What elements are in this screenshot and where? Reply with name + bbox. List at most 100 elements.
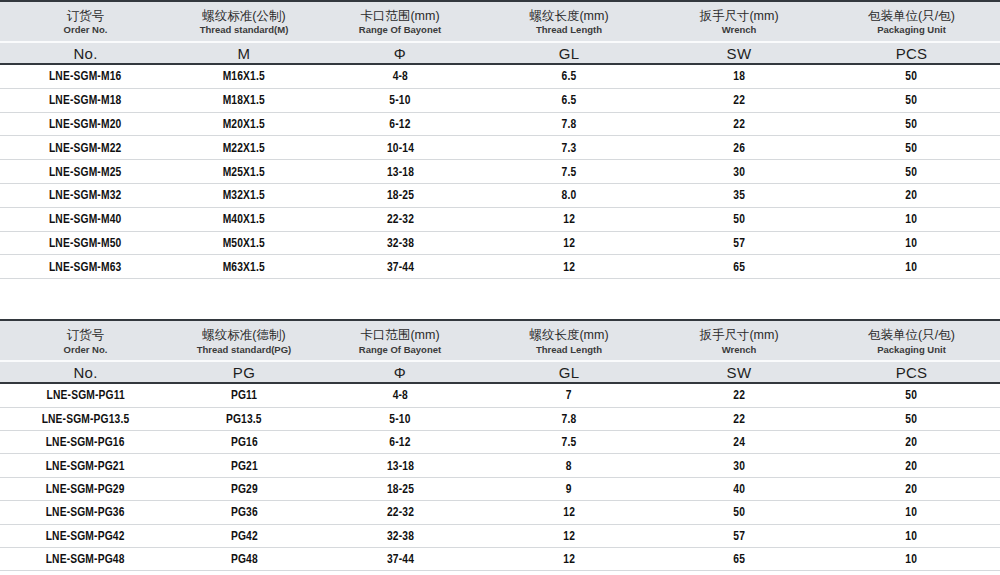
cell-value: 22 <box>733 388 745 402</box>
cell-value: 20 <box>906 459 918 473</box>
table-cell: 6.5 <box>483 69 655 83</box>
table-cell: 57 <box>655 236 823 250</box>
table-cell: 50 <box>823 412 1000 426</box>
cell-value: M22X1.5 <box>223 141 265 155</box>
cell-value: 8 <box>566 459 572 473</box>
cell-value: 50 <box>906 141 918 155</box>
table-cell: 65 <box>655 260 823 274</box>
table-cell: 30 <box>655 459 823 473</box>
table-cell: 10 <box>823 212 1000 226</box>
cell-value: 7.3 <box>562 141 577 155</box>
cell-value: 50 <box>906 117 918 131</box>
cell-value: LNE-SGM-M32 <box>49 188 121 202</box>
column-header: 包装单位(只/包)Packaging Unit <box>823 9 1000 37</box>
cell-value: 18-25 <box>386 188 413 202</box>
cell-value: 65 <box>733 260 745 274</box>
table-cell: LNE-SGM-PG29 <box>0 482 171 496</box>
column-symbol: No. <box>0 45 171 62</box>
table-cell: 9 <box>483 482 655 496</box>
cell-value: LNE-SGM-M20 <box>49 117 121 131</box>
header-symbols: No.PGΦGLSWPCS <box>0 360 1000 382</box>
cell-value: 20 <box>906 435 918 449</box>
table-row: LNE-SGM-PG29PG2918-2594020 <box>0 478 1000 501</box>
table-cell: 10 <box>823 529 1000 543</box>
table-cell: 8.0 <box>483 188 655 202</box>
cell-value: 50 <box>906 165 918 179</box>
table-row: LNE-SGM-M22M22X1.510-147.32650 <box>0 136 1000 160</box>
table-cell: 50 <box>823 388 1000 402</box>
table-cell: 37-44 <box>317 260 483 274</box>
column-label-zh: 螺纹标准(公制) <box>171 9 317 25</box>
cell-value: 12 <box>563 236 575 250</box>
table-cell: 12 <box>483 529 655 543</box>
table-cell: 12 <box>483 212 655 226</box>
table-row: LNE-SGM-M16M16X1.54-86.51850 <box>0 65 1000 89</box>
table-cell: 50 <box>655 505 823 519</box>
cell-value: 10 <box>906 552 918 566</box>
table-cell: LNE-SGM-PG42 <box>0 529 171 543</box>
column-label-zh: 订货号 <box>0 9 171 25</box>
column-label-zh: 螺纹长度(mm) <box>483 328 655 344</box>
column-header: 订货号Order No. <box>0 328 171 356</box>
table-cell: PG29 <box>171 482 317 496</box>
cell-value: M18X1.5 <box>223 93 265 107</box>
table-row: LNE-SGM-M40M40X1.522-32125010 <box>0 208 1000 232</box>
cell-value: LNE-SGM-PG13.5 <box>42 412 130 426</box>
column-symbol: Φ <box>317 364 483 381</box>
column-label-zh: 卡口范围(mm) <box>317 9 483 25</box>
column-symbol: PG <box>171 364 317 381</box>
cell-value: PG36 <box>231 505 258 519</box>
column-label-zh: 包装单位(只/包) <box>823 9 1000 25</box>
table-cell: 20 <box>823 459 1000 473</box>
table-cell: 35 <box>655 188 823 202</box>
column-label-en: Order No. <box>0 24 171 36</box>
table-cell: M18X1.5 <box>171 93 317 107</box>
catalog-spec-page: 订货号Order No.螺纹标准(公制)Thread standard(M)卡口… <box>0 0 1000 571</box>
column-label-en: Order No. <box>0 344 171 356</box>
table-cell: 22-32 <box>317 505 483 519</box>
table-cell: LNE-SGM-M50 <box>0 236 171 250</box>
column-label-zh: 螺纹标准(德制) <box>171 328 317 344</box>
cell-value: 7.8 <box>562 117 577 131</box>
cell-value: M32X1.5 <box>223 188 265 202</box>
column-header: 卡口范围(mm)Range Of Bayonet <box>317 9 483 37</box>
cell-value: 22 <box>733 93 745 107</box>
table-cell: 10-14 <box>317 141 483 155</box>
column-header: 螺纹标准(德制)Thread standard(PG) <box>171 328 317 356</box>
column-label-zh: 螺纹长度(mm) <box>483 9 655 25</box>
header-labels: 订货号Order No.螺纹标准(德制)Thread standard(PG)卡… <box>0 321 1000 360</box>
cell-value: 10 <box>906 212 918 226</box>
table-cell: 65 <box>655 552 823 566</box>
table-cell: 5-10 <box>317 412 483 426</box>
table-row: LNE-SGM-PG36PG3622-32125010 <box>0 501 1000 524</box>
cell-value: 40 <box>733 482 745 496</box>
table-cell: 22 <box>655 93 823 107</box>
table-cell: LNE-SGM-M32 <box>0 188 171 202</box>
table-cell: 50 <box>823 93 1000 107</box>
cell-value: 22-32 <box>386 505 413 519</box>
table-cell: 7 <box>483 388 655 402</box>
cell-value: 32-38 <box>386 236 413 250</box>
table-row: LNE-SGM-PG11PG114-872250 <box>0 384 1000 407</box>
cell-value: 35 <box>733 188 745 202</box>
table-cell: 57 <box>655 529 823 543</box>
cell-value: LNE-SGM-M63 <box>49 260 121 274</box>
column-label-en: Range Of Bayonet <box>317 24 483 36</box>
pg-table-rows: LNE-SGM-PG11PG114-872250LNE-SGM-PG13.5PG… <box>0 384 1000 571</box>
cell-value: M16X1.5 <box>223 69 265 83</box>
cell-value: 50 <box>733 505 745 519</box>
table-cell: LNE-SGM-M25 <box>0 165 171 179</box>
cell-value: 6.5 <box>562 93 577 107</box>
table-cell: 7.8 <box>483 117 655 131</box>
column-label-en: Thread Length <box>483 344 655 356</box>
cell-value: LNE-SGM-M22 <box>49 141 121 155</box>
table-cell: 7.5 <box>483 165 655 179</box>
cell-value: 50 <box>906 412 918 426</box>
cell-value: 5-10 <box>389 93 410 107</box>
table-cell: 32-38 <box>317 529 483 543</box>
cell-value: 22-32 <box>386 212 413 226</box>
cell-value: 6.5 <box>562 69 577 83</box>
header-labels: 订货号Order No.螺纹标准(公制)Thread standard(M)卡口… <box>0 2 1000 41</box>
cell-value: 6-12 <box>389 435 410 449</box>
column-symbol: No. <box>0 364 171 381</box>
